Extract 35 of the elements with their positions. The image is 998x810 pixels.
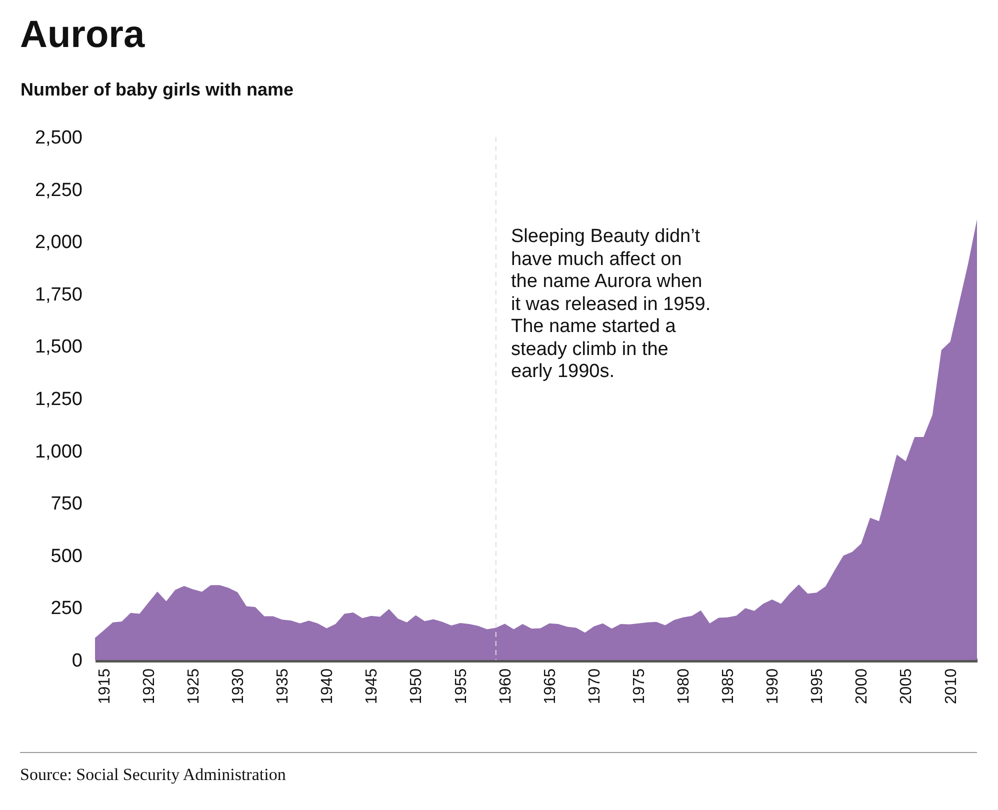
x-tick-label: 1915 [96, 668, 114, 704]
x-tick-label: 1945 [364, 668, 381, 704]
y-tick-label: 2,250 [34, 180, 82, 201]
annotation: Sleeping Beauty didn’t have much affect on the name Aurora when it was released in 1959. The name started a steady climb in the early 1990s. [511, 226, 711, 384]
x-tick-label: 1965 [542, 668, 559, 704]
y-tick-label: 1,750 [34, 284, 82, 306]
x-tick-label: 1980 [676, 668, 692, 704]
x-tick-label: 2005 [898, 668, 916, 704]
y-tick-label: 1,000 [34, 441, 82, 462]
chart-title: Aurora [20, 14, 145, 57]
y-tick-label: 750 [50, 494, 82, 515]
y-axis-title: Number of baby girls with name [20, 80, 294, 100]
x-tick-label: 1990 [764, 668, 782, 704]
x-tick-label: 1940 [319, 668, 336, 704]
x-tick-label: 1995 [809, 668, 826, 704]
y-tick-label: 250 [50, 598, 82, 620]
y-tick-label: 2,000 [34, 232, 82, 254]
x-tick-label: 1970 [586, 668, 604, 704]
y-tick-label: 500 [50, 546, 82, 567]
y-tick-label: 0 [72, 650, 82, 672]
source-note: Source: Social Security Administration [20, 752, 977, 785]
x-tick-label: 2000 [854, 668, 871, 704]
x-tick-label: 1925 [186, 668, 202, 704]
x-tick-label: 1985 [720, 668, 738, 704]
x-tick-label: 1950 [408, 668, 426, 704]
x-tick-label: 1935 [274, 668, 292, 704]
y-tick-label: 2,500 [34, 128, 82, 148]
y-tick-label: 1,500 [34, 336, 82, 358]
x-tick-label: 1975 [630, 668, 648, 704]
x-tick-label: 1920 [140, 668, 158, 704]
x-tick-label: 1960 [497, 668, 514, 704]
x-tick-label: 1955 [452, 668, 470, 704]
x-tick-label: 1930 [230, 668, 248, 704]
x-tick-label: 2010 [942, 668, 960, 704]
y-tick-label: 1,250 [34, 389, 82, 410]
